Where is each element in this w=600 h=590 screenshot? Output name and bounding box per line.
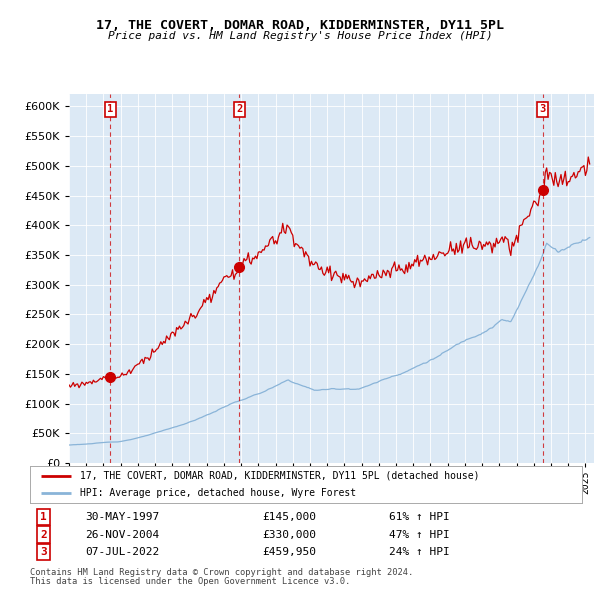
Text: Price paid vs. HM Land Registry's House Price Index (HPI): Price paid vs. HM Land Registry's House … (107, 31, 493, 41)
Text: Contains HM Land Registry data © Crown copyright and database right 2024.: Contains HM Land Registry data © Crown c… (30, 568, 413, 576)
Text: 47% ↑ HPI: 47% ↑ HPI (389, 530, 449, 539)
Text: £459,950: £459,950 (262, 547, 316, 557)
Text: 1: 1 (107, 104, 113, 114)
Text: 3: 3 (40, 547, 47, 557)
Text: 17, THE COVERT, DOMAR ROAD, KIDDERMINSTER, DY11 5PL: 17, THE COVERT, DOMAR ROAD, KIDDERMINSTE… (96, 19, 504, 32)
Text: 1: 1 (40, 512, 47, 522)
Text: 26-NOV-2004: 26-NOV-2004 (85, 530, 160, 539)
Text: 3: 3 (539, 104, 546, 114)
Text: 61% ↑ HPI: 61% ↑ HPI (389, 512, 449, 522)
Text: £145,000: £145,000 (262, 512, 316, 522)
Text: HPI: Average price, detached house, Wyre Forest: HPI: Average price, detached house, Wyre… (80, 488, 356, 498)
Text: 24% ↑ HPI: 24% ↑ HPI (389, 547, 449, 557)
Text: This data is licensed under the Open Government Licence v3.0.: This data is licensed under the Open Gov… (30, 577, 350, 586)
Text: 17, THE COVERT, DOMAR ROAD, KIDDERMINSTER, DY11 5PL (detached house): 17, THE COVERT, DOMAR ROAD, KIDDERMINSTE… (80, 471, 479, 481)
Text: 2: 2 (40, 530, 47, 539)
Text: 30-MAY-1997: 30-MAY-1997 (85, 512, 160, 522)
Text: 2: 2 (236, 104, 242, 114)
Text: 07-JUL-2022: 07-JUL-2022 (85, 547, 160, 557)
Text: £330,000: £330,000 (262, 530, 316, 539)
